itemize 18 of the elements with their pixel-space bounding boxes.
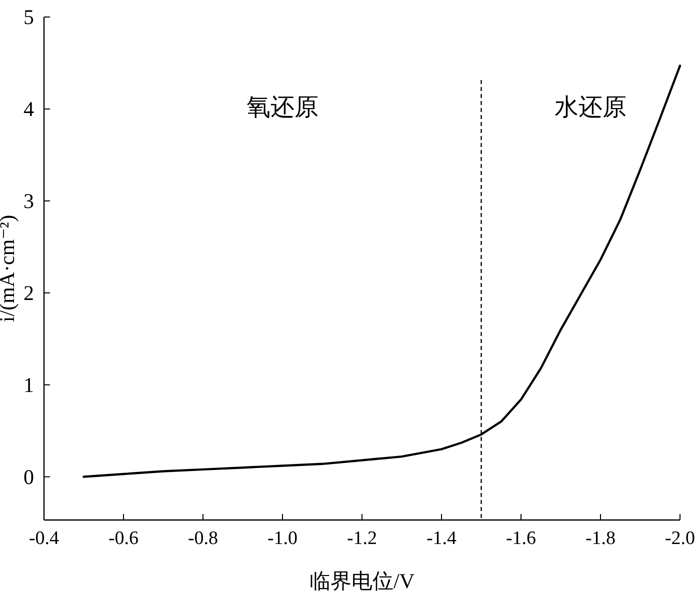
- y-tick-label: 3: [24, 188, 34, 213]
- x-axis-title: 临界电位/V: [310, 569, 414, 593]
- x-tick-label: -0.4: [28, 528, 60, 549]
- x-tick-label: -1.8: [585, 528, 616, 549]
- y-tick-label: 2: [24, 280, 34, 305]
- x-tick-label: -0.6: [108, 528, 139, 549]
- y-tick-label: 1: [24, 372, 34, 397]
- x-tick-label: -2.0: [664, 528, 696, 549]
- y-tick-label: 5: [24, 5, 34, 29]
- annotation: 氧还原: [246, 95, 319, 121]
- x-tick-label: -0.8: [188, 528, 218, 549]
- x-tick-label: -1.0: [267, 528, 298, 549]
- y-tick-label: 4: [24, 96, 34, 121]
- annotation: 水还原: [554, 95, 627, 121]
- x-tick-label: -1.2: [346, 528, 378, 549]
- x-tick-label: -1.6: [506, 528, 536, 549]
- y-tick-label: 0: [24, 464, 34, 489]
- x-tick-label: -1.4: [426, 528, 458, 549]
